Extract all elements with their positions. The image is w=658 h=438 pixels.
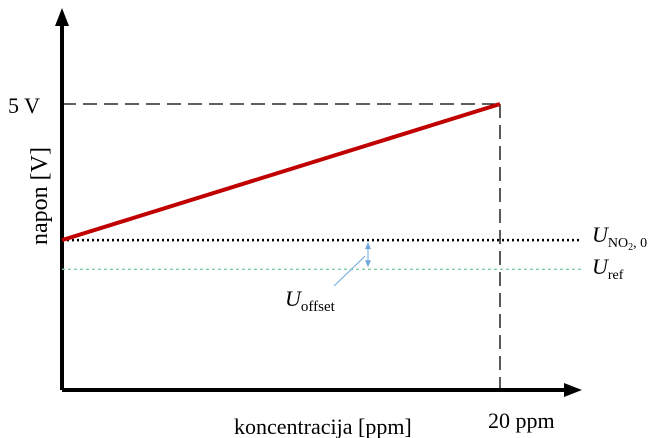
offset-leader: [333, 255, 366, 287]
series-line: [61, 102, 501, 243]
x-tick-label: 20 ppm: [488, 408, 555, 433]
u-ref-label: Uref: [592, 254, 624, 283]
offset-arrow-head-top: [365, 242, 371, 250]
x-axis-arrow: [564, 383, 582, 397]
x-axis-label: koncentracija [ppm]: [234, 414, 412, 438]
y-tick-label: 5 V: [8, 93, 40, 118]
offset-arrow-head-bottom: [365, 260, 371, 268]
u-offset-label: Uoffset: [285, 286, 336, 315]
u-no2-0-label: UNO2, 0: [592, 222, 647, 253]
y-axis-arrow: [55, 8, 69, 26]
y-axis-label: napon [V]: [27, 147, 53, 245]
